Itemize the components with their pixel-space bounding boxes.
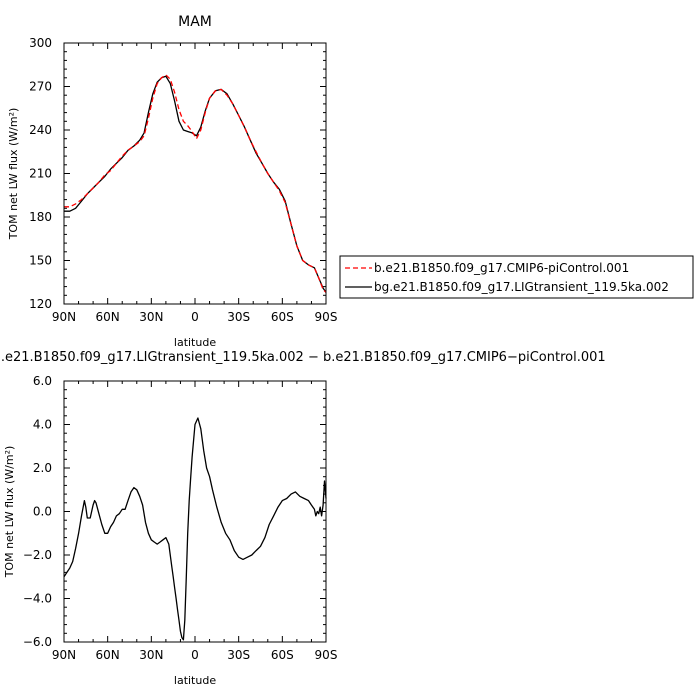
bottom-x-tick-label: 90S <box>315 648 338 662</box>
bottom-y-tick-label: 4.0 <box>33 418 52 432</box>
bottom-x-tick-label: 60S <box>271 648 294 662</box>
bottom-y-tick-label: 2.0 <box>33 461 52 475</box>
top-y-tick-label: 210 <box>29 167 52 181</box>
top-series-line-0 <box>64 74 327 293</box>
bottom-plot-frame <box>63 380 327 643</box>
top-plot-frame <box>63 42 327 305</box>
bottom-y-tick-label: −2.0 <box>23 548 52 562</box>
top-x-tick-label: 30S <box>227 310 250 324</box>
bottom-y-tick-label: −4.0 <box>23 592 52 606</box>
legend-label-picontrol: b.e21.B1850.f09_g17.CMIP6-piControl.001 <box>374 261 629 275</box>
top-x-tick-label: 90N <box>52 310 76 324</box>
bottom-y-tick-label: 0.0 <box>33 505 52 519</box>
legend-label-ligtransient: bg.e21.B1850.f09_g17.LIGtransient_119.5k… <box>374 280 669 294</box>
top-y-tick-label: 300 <box>29 36 52 50</box>
top-chart-title: MAM <box>178 14 212 30</box>
top-x-tick-label: 60S <box>271 310 294 324</box>
top-y-tick-label: 120 <box>29 297 52 311</box>
top-y-tick-label: 150 <box>29 254 52 268</box>
top-y-tick-label: 180 <box>29 210 52 224</box>
top-x-tick-label: 90S <box>315 310 338 324</box>
bottom-y-tick-label: 6.0 <box>33 374 52 388</box>
bottom-x-tick-label: 90N <box>52 648 76 662</box>
top-y-tick-label: 240 <box>29 123 52 137</box>
legend: b.e21.B1850.f09_g17.CMIP6-piControl.001 … <box>339 255 694 299</box>
bottom-series-line-0 <box>63 417 327 641</box>
bottom-panel: bg.e21.B1850.f09_g17.LIGtransient_119.5k… <box>0 350 606 687</box>
bottom-y-tick-label: −6.0 <box>23 635 52 649</box>
top-panel: MAM TOM net LW flux (W/m²) latitude 90N 6… <box>7 14 337 349</box>
bottom-x-tick-label: 0 <box>191 648 199 662</box>
top-x-axis-label: latitude <box>174 336 216 349</box>
top-x-tick-label: 0 <box>191 310 199 324</box>
top-x-tick-label: 30N <box>139 310 163 324</box>
legend-box <box>339 255 694 299</box>
bottom-x-tick-label: 60N <box>96 648 120 662</box>
bottom-y-axis-label: TOM net LW flux (W/m²) <box>3 446 16 579</box>
bottom-x-tick-label: 30N <box>139 648 163 662</box>
bottom-x-axis-label: latitude <box>174 674 216 687</box>
bottom-chart-title: bg.e21.B1850.f09_g17.LIGtransient_119.5k… <box>0 350 606 365</box>
top-series-line-1 <box>64 75 327 293</box>
top-y-tick-label: 270 <box>29 80 52 94</box>
top-y-axis-label: TOM net LW flux (W/m²) <box>7 108 20 241</box>
top-x-tick-label: 60N <box>96 310 120 324</box>
bottom-x-tick-label: 30S <box>227 648 250 662</box>
